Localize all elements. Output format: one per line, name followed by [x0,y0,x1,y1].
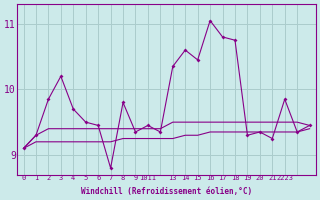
X-axis label: Windchill (Refroidissement éolien,°C): Windchill (Refroidissement éolien,°C) [81,187,252,196]
